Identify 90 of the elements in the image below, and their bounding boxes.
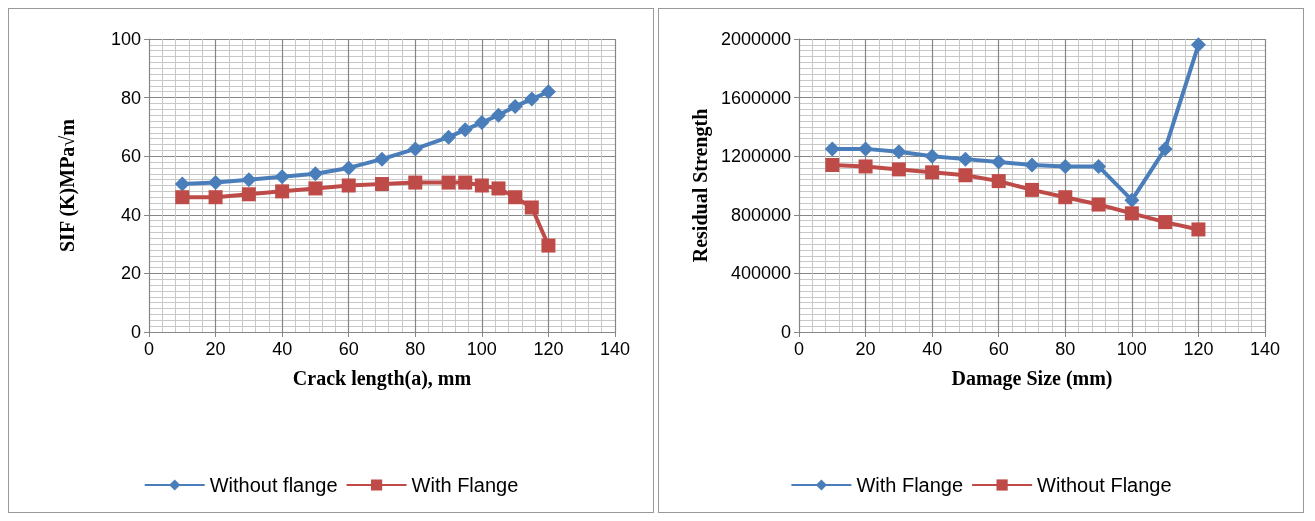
point (408, 175, 423, 190)
point (891, 144, 907, 160)
point (858, 141, 874, 157)
x-tick-label: 140 (599, 339, 631, 359)
point (507, 98, 523, 114)
y-tick-label: 100 (110, 29, 141, 49)
x-tick-label: 20 (855, 339, 876, 359)
point (308, 181, 323, 196)
y-axis-title: Residual Strength (689, 108, 713, 263)
point (825, 157, 840, 172)
point (491, 181, 506, 196)
x-tick-label: 20 (205, 339, 226, 359)
point (991, 174, 1006, 189)
point (524, 91, 540, 107)
x-tick-label: 140 (1249, 339, 1281, 359)
point (824, 141, 840, 157)
y-axis-title: SIF (K)MPa√m (56, 118, 79, 252)
point (208, 190, 223, 205)
point (524, 200, 539, 215)
point (1158, 215, 1173, 230)
y-tick-label: 1600000 (720, 87, 791, 108)
y-tick-label: 40 (120, 204, 141, 225)
point (1057, 158, 1073, 174)
y-tick-label: 60 (120, 146, 141, 167)
point (1058, 190, 1073, 205)
point (458, 175, 473, 190)
point (1124, 206, 1139, 221)
x-tick-label: 60 (988, 339, 1009, 359)
point (241, 172, 257, 188)
legend-label: Without flange (209, 474, 338, 496)
point (374, 151, 390, 167)
point (375, 177, 389, 192)
point (1124, 192, 1140, 208)
point (341, 160, 357, 176)
y-tick-label: 1200000 (720, 146, 791, 167)
point (457, 122, 473, 138)
legend-label: Without Flange (1037, 474, 1172, 496)
point (1157, 141, 1173, 157)
y-tick-label: 0 (130, 322, 141, 342)
point (958, 168, 973, 183)
y-tick-label: 0 (780, 322, 791, 342)
point (441, 175, 456, 190)
y-tick-label: 400000 (730, 263, 791, 284)
x-tick-label: 40 (922, 339, 943, 359)
point (474, 178, 489, 193)
point (1024, 157, 1040, 173)
point (275, 184, 290, 199)
point (407, 141, 423, 157)
point (474, 115, 490, 130)
x-axis-title: Damage Size (mm) (951, 367, 1113, 390)
point (891, 162, 906, 177)
y-tick-label: 2000000 (720, 29, 791, 49)
point (241, 187, 256, 202)
point (508, 190, 523, 205)
x-tick-label: 60 (338, 339, 359, 359)
x-tick-label: 100 (466, 339, 497, 359)
x-tick-label: 80 (1055, 339, 1076, 359)
point (274, 169, 290, 185)
x-axis-title: Crack length(a), mm (292, 367, 472, 390)
point (174, 176, 190, 192)
point (925, 165, 940, 180)
x-tick-label: 0 (143, 339, 155, 359)
point (957, 151, 973, 167)
point (307, 166, 323, 182)
x-tick-label: 40 (272, 339, 293, 359)
point (341, 178, 356, 193)
point (991, 154, 1007, 170)
point (441, 129, 457, 145)
y-tick-label: 20 (120, 263, 141, 284)
point (541, 238, 556, 253)
x-tick-label: 120 (533, 339, 564, 359)
legend-label: With Flange (856, 474, 964, 496)
point (175, 190, 190, 205)
point (1025, 182, 1039, 197)
point (491, 107, 506, 123)
point (1190, 37, 1206, 53)
point (208, 175, 224, 191)
x-tick-label: 0 (793, 339, 805, 359)
x-tick-label: 100 (1116, 339, 1147, 359)
x-tick-label: 80 (405, 339, 426, 359)
point (540, 84, 556, 100)
point (924, 148, 940, 164)
y-tick-label: 800000 (730, 204, 791, 225)
point (858, 159, 873, 174)
point (1191, 222, 1206, 237)
point (1091, 197, 1106, 212)
y-tick-label: 80 (120, 87, 141, 108)
point (1091, 158, 1107, 174)
x-tick-label: 120 (1183, 339, 1214, 359)
legend-label: With Flange (411, 474, 519, 496)
